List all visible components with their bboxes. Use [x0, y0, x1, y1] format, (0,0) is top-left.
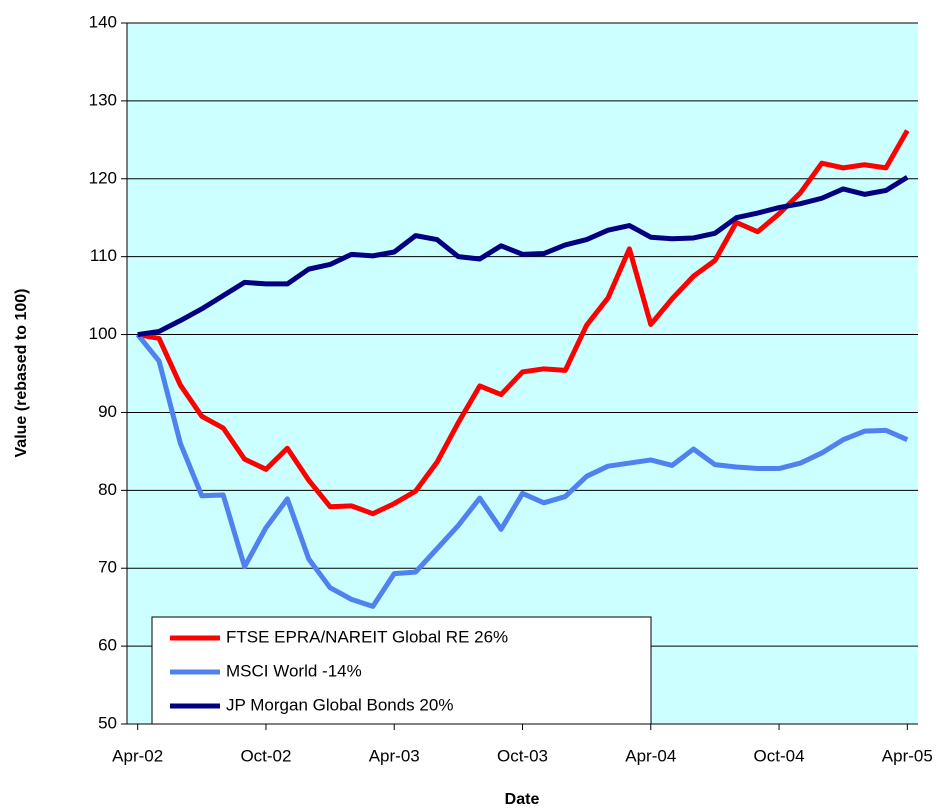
legend-label: MSCI World -14%	[226, 661, 362, 680]
series-line	[137, 175, 909, 338]
y-tick-label: 100	[89, 324, 117, 343]
series-line	[137, 129, 910, 517]
y-tick-label: 70	[98, 558, 117, 577]
legend: FTSE EPRA/NAREIT Global RE 26% MSCI World…	[151, 616, 652, 725]
y-tick-label: 110	[90, 246, 117, 265]
series-line	[135, 332, 909, 609]
x-tick-label: Apr-03	[369, 746, 420, 765]
x-tick-label: Apr-02	[112, 746, 163, 765]
y-tick-label: 50	[98, 713, 117, 732]
x-tick-label: Apr-04	[625, 746, 676, 765]
x-axis-title: Date	[505, 791, 540, 808]
y-tick-label: 120	[89, 168, 117, 187]
y-axis-title: Value (rebased to 100)	[13, 289, 30, 458]
x-tick-label: Oct-04	[754, 746, 805, 765]
legend-label: JP Morgan Global Bonds 20%	[226, 695, 453, 714]
x-tick-label: Oct-02	[240, 746, 291, 765]
y-tick-label: 90	[98, 402, 117, 421]
x-tick-label: Apr-05	[882, 746, 933, 765]
legend-box	[151, 616, 652, 725]
y-tick-label: 80	[98, 480, 117, 499]
y-tick-label: 140	[89, 12, 117, 31]
legend-label: FTSE EPRA/NAREIT Global RE 26%	[226, 627, 508, 646]
y-tick-label: 60	[98, 636, 117, 655]
x-tick-label: Oct-03	[497, 746, 548, 765]
y-tick-label: 130	[89, 90, 117, 109]
